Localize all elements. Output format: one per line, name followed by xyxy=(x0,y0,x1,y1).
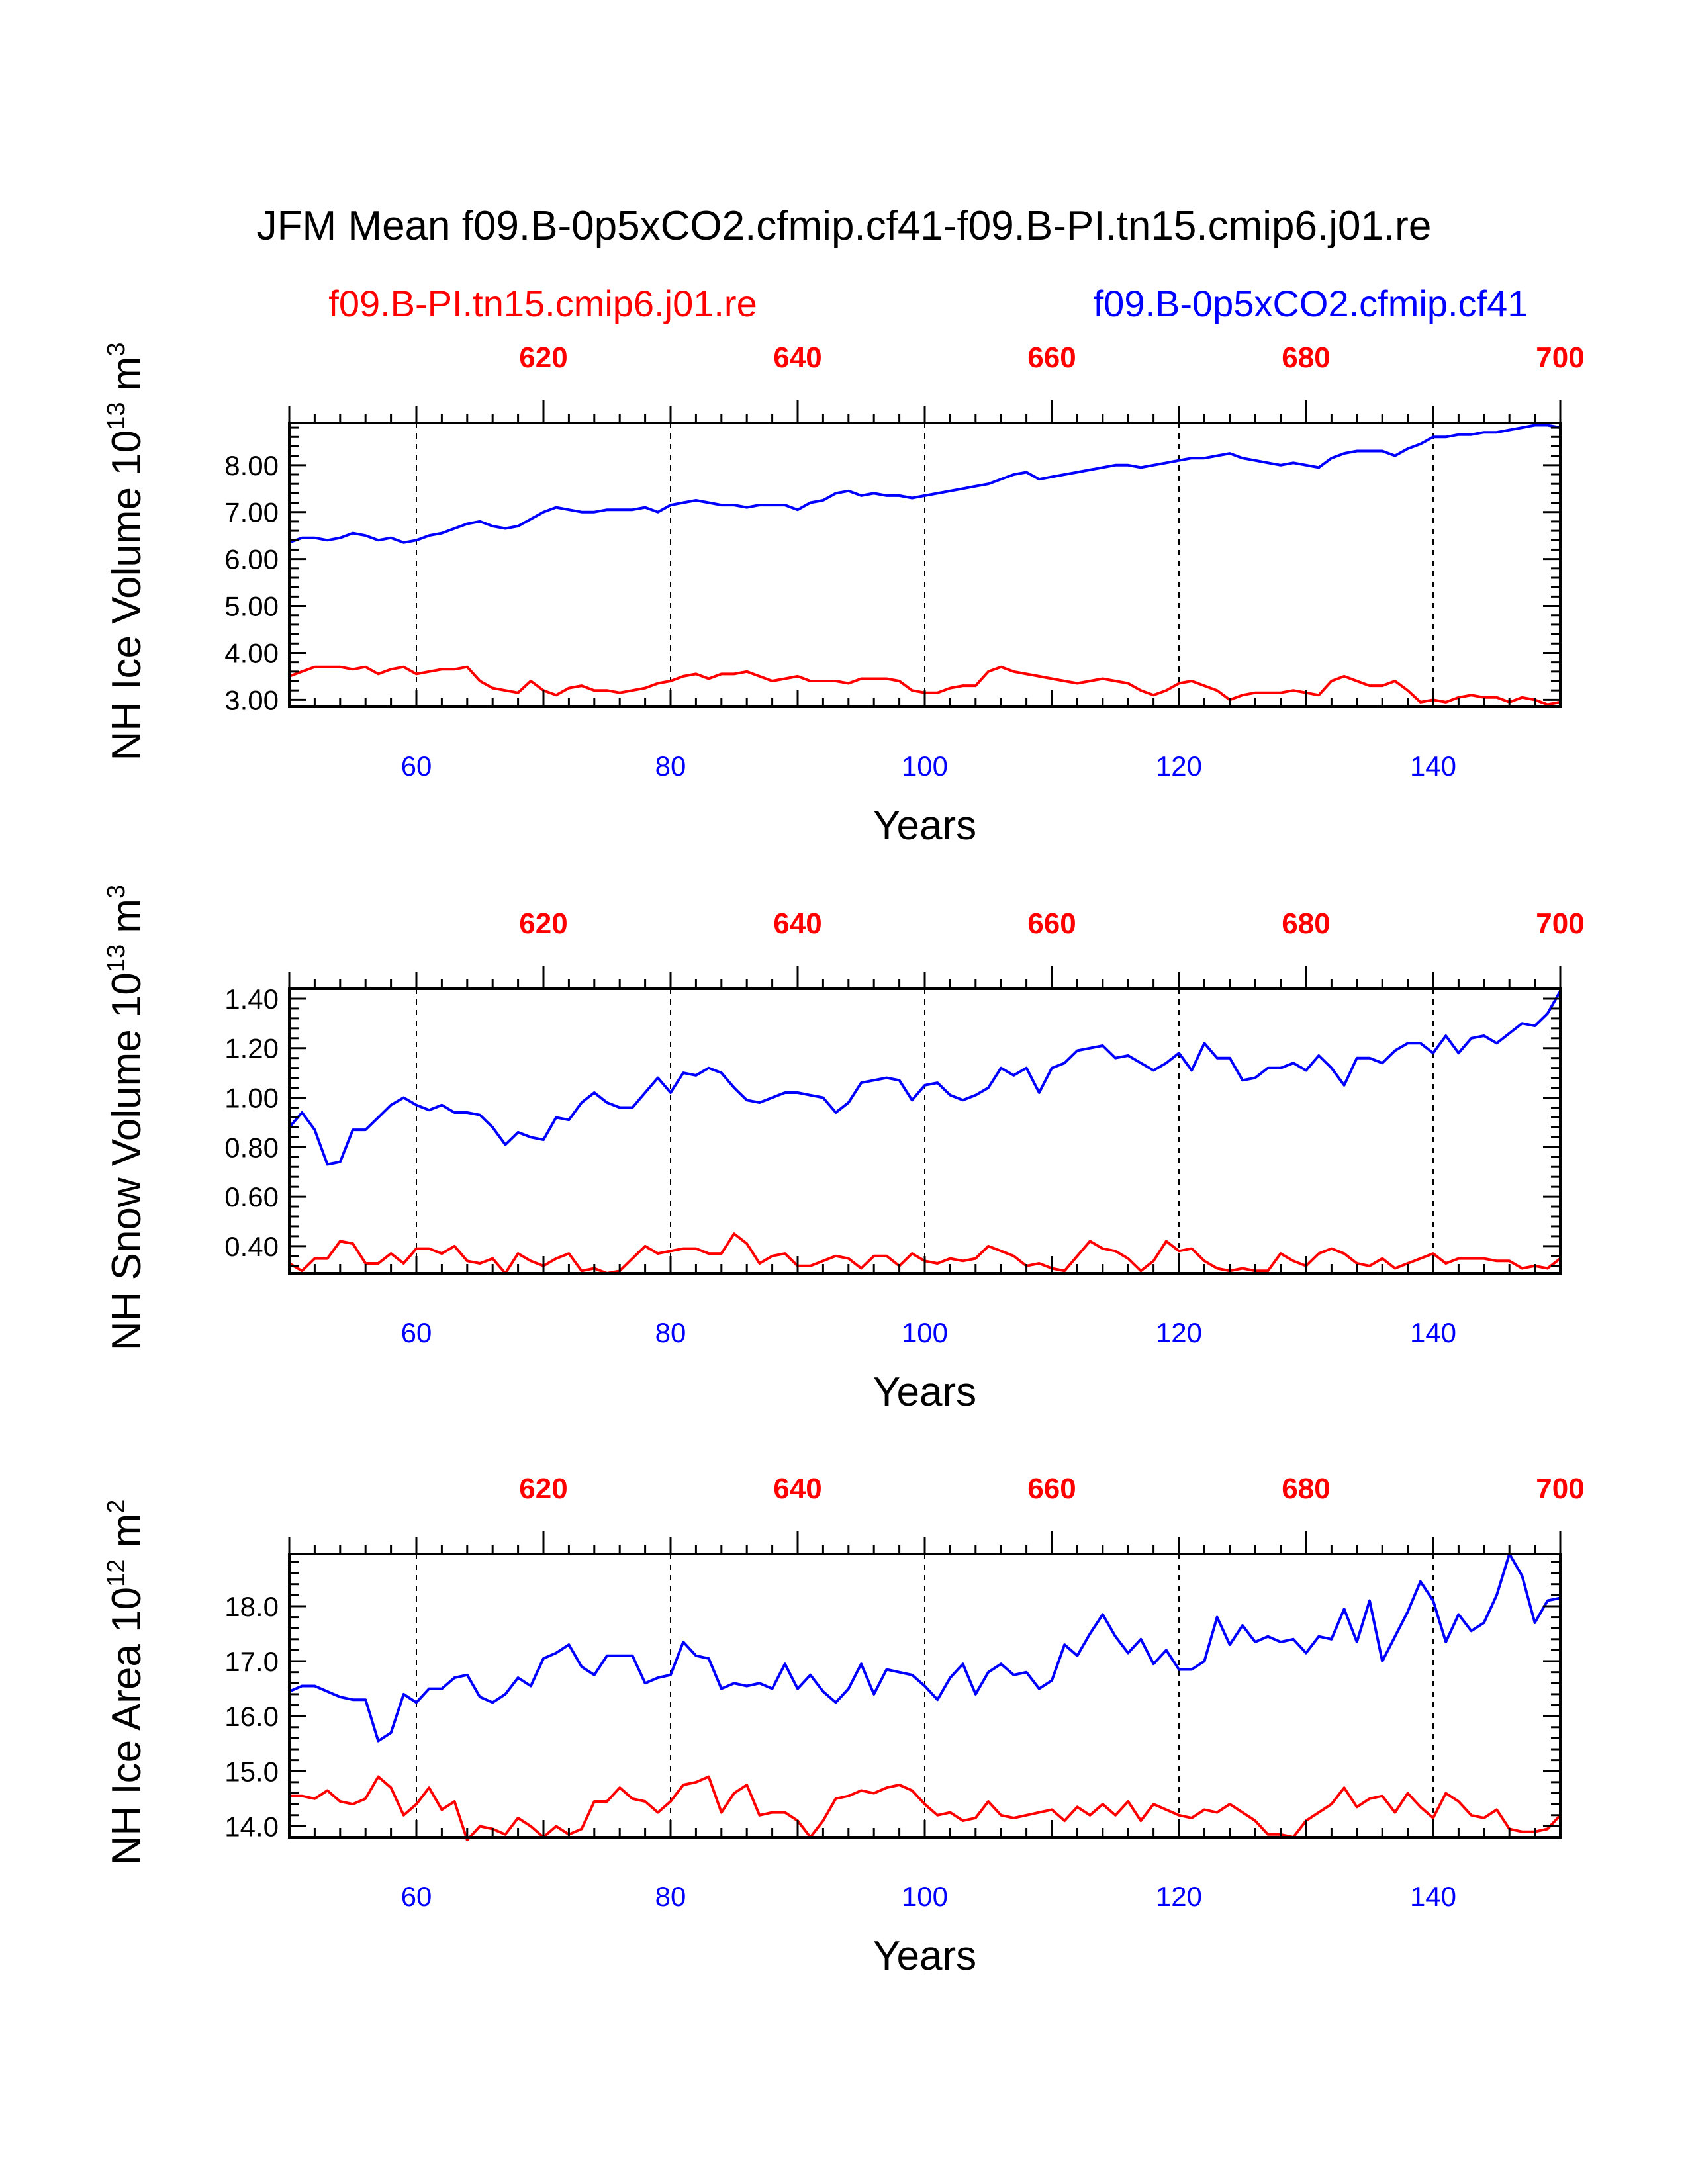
y-axis-label-unit: m xyxy=(104,1514,150,1559)
y-tick-label: 5.00 xyxy=(224,591,279,622)
series-line-blue xyxy=(288,990,1562,1166)
x-tick-label: 140 xyxy=(1410,1881,1456,1912)
chart-panel-3: 60 80 100 120 140 620 640 660 680 700 14.0 15.0 16.0… xyxy=(103,1473,1585,1979)
chart-panel-1: 60 80 100 120 140 620 640 660 680 700 3.00 4.00 5.00… xyxy=(103,341,1585,848)
y-axis-label-exponent: 12 xyxy=(103,1559,130,1587)
top-tick-label: 660 xyxy=(1027,1473,1076,1505)
x-tick-label: 80 xyxy=(655,751,686,782)
y-axis-label: NH Snow Volume 1013 m3 xyxy=(103,885,150,1351)
top-tick-label: 680 xyxy=(1282,341,1330,374)
y-tick-label: 8.00 xyxy=(224,450,279,481)
top-tick-label: 680 xyxy=(1282,1473,1330,1505)
top-tick-label: 640 xyxy=(773,341,821,374)
y-tick-label: 0.80 xyxy=(224,1132,279,1163)
x-tick-label: 60 xyxy=(401,1317,432,1348)
y-tick-label: 7.00 xyxy=(224,497,279,528)
y-axis-label-exponent: 13 xyxy=(103,402,130,430)
panels: 60 80 100 120 140 620 640 660 680 700 3.00 4.00 5.00… xyxy=(103,341,1585,1979)
y-axis-label-unit-exponent: 2 xyxy=(103,1500,130,1514)
top-tick-label: 660 xyxy=(1027,341,1076,374)
x-tick-label: 60 xyxy=(401,1881,432,1912)
y-tick-label: 17.0 xyxy=(224,1646,279,1677)
y-tick-label: 14.0 xyxy=(224,1811,279,1842)
legend-red-label: f09.B-PI.tn15.cmip6.j01.re xyxy=(328,283,757,324)
top-tick-label: 640 xyxy=(773,1473,821,1505)
series-line-blue xyxy=(289,424,1561,544)
x-tick-label: 100 xyxy=(902,1317,948,1348)
y-axis-label-unit: m xyxy=(104,357,150,402)
top-tick-label: 640 xyxy=(773,907,821,940)
y-axis-label: NH Ice Volume 1013 m3 xyxy=(103,343,150,761)
top-tick-label: 660 xyxy=(1027,907,1076,940)
y-axis-label-text: NH Ice Area 10 xyxy=(104,1587,150,1865)
y-axis-label-unit-exponent: 3 xyxy=(103,343,130,357)
x-tick-label: 100 xyxy=(902,751,948,782)
x-axis-label: Years xyxy=(873,1369,976,1415)
top-tick-label: 620 xyxy=(519,907,567,940)
top-tick-label: 620 xyxy=(519,341,567,374)
x-tick-label: 80 xyxy=(655,1317,686,1348)
y-tick-label: 3.00 xyxy=(224,684,279,715)
y-axis-label-text: NH Snow Volume 10 xyxy=(104,972,150,1351)
y-tick-label: 4.00 xyxy=(224,637,279,668)
chart-panel-2: 60 80 100 120 140 620 640 660 680 700 0.40 0.60 0.80… xyxy=(103,885,1585,1415)
y-axis-label-unit-exponent: 3 xyxy=(103,885,130,899)
x-tick-label: 120 xyxy=(1156,751,1202,782)
y-tick-label: 6.00 xyxy=(224,544,279,575)
top-tick-label: 700 xyxy=(1536,1473,1584,1505)
x-tick-label: 120 xyxy=(1156,1881,1202,1912)
y-tick-label: 0.60 xyxy=(224,1181,279,1212)
y-axis-label-unit: m xyxy=(104,899,150,944)
legend-blue-label: f09.B-0p5xCO2.cfmip.cf41 xyxy=(1094,283,1528,324)
y-tick-label: 0.40 xyxy=(224,1231,279,1262)
top-tick-label: 680 xyxy=(1282,907,1330,940)
y-tick-label: 15.0 xyxy=(224,1756,279,1787)
y-axis-label-exponent: 13 xyxy=(103,944,130,972)
x-axis-label: Years xyxy=(873,803,976,848)
series-line-red xyxy=(289,1775,1562,1842)
y-tick-label: 18.0 xyxy=(224,1591,279,1622)
y-tick-label: 1.40 xyxy=(224,983,279,1015)
y-tick-label: 1.00 xyxy=(224,1083,279,1114)
x-tick-label: 100 xyxy=(902,1881,948,1912)
series-line-blue xyxy=(289,1553,1561,1743)
figure-title: JFM Mean f09.B-0p5xCO2.cfmip.cf41-f09.B-… xyxy=(257,203,1432,249)
top-tick-label: 700 xyxy=(1536,907,1584,940)
x-tick-label: 80 xyxy=(655,1881,686,1912)
x-tick-label: 120 xyxy=(1156,1317,1202,1348)
top-tick-label: 620 xyxy=(519,1473,567,1505)
y-axis-label: NH Ice Area 1012 m2 xyxy=(103,1500,150,1866)
x-tick-label: 140 xyxy=(1410,751,1456,782)
x-axis-label: Years xyxy=(873,1933,976,1979)
y-tick-label: 16.0 xyxy=(224,1701,279,1732)
top-tick-label: 700 xyxy=(1536,341,1584,374)
y-axis-label-text: NH Ice Volume 10 xyxy=(104,430,150,761)
y-tick-label: 1.20 xyxy=(224,1033,279,1064)
x-tick-label: 60 xyxy=(401,751,432,782)
x-tick-label: 140 xyxy=(1410,1317,1456,1348)
